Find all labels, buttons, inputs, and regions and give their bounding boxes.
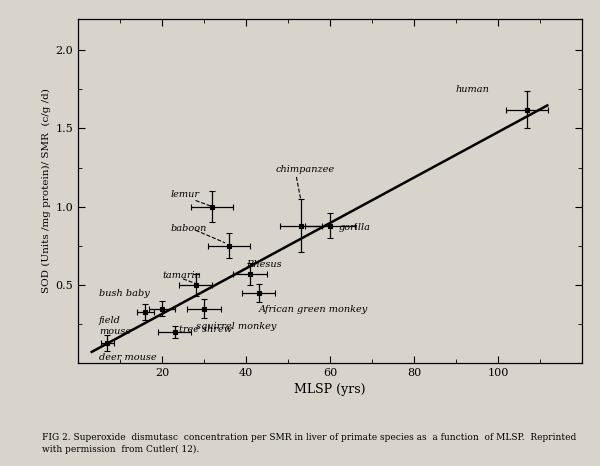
Text: field
mouse: field mouse bbox=[99, 316, 131, 336]
Text: African green monkey: African green monkey bbox=[259, 306, 368, 315]
Text: lemur: lemur bbox=[170, 190, 199, 199]
Text: tamarin: tamarin bbox=[162, 271, 201, 281]
Text: baboon: baboon bbox=[170, 225, 207, 233]
Text: chimpanzee: chimpanzee bbox=[275, 165, 335, 174]
Y-axis label: SOD (Units /mg protein)/ SMR  (c/g /d): SOD (Units /mg protein)/ SMR (c/g /d) bbox=[42, 89, 51, 294]
X-axis label: MLSP (yrs): MLSP (yrs) bbox=[294, 383, 366, 396]
Text: tree shrew: tree shrew bbox=[179, 325, 232, 334]
Text: FIG 2. Superoxide  dismutasc  concentration per SMR in liver of primate species : FIG 2. Superoxide dismutasc concentratio… bbox=[42, 432, 576, 454]
Text: bush baby: bush baby bbox=[99, 289, 150, 298]
Text: gorilla: gorilla bbox=[338, 223, 370, 232]
Text: squirrel monkey: squirrel monkey bbox=[196, 322, 276, 331]
Text: Rhesus: Rhesus bbox=[246, 260, 281, 269]
Text: human: human bbox=[456, 85, 490, 94]
Text: deer mouse: deer mouse bbox=[99, 352, 157, 362]
